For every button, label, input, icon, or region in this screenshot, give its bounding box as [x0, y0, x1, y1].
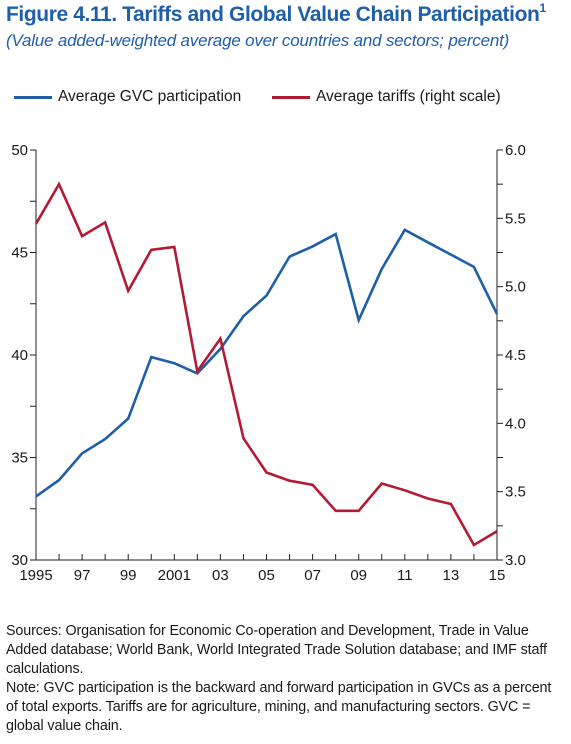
- left-axis-tick-label: 40: [11, 347, 28, 364]
- left-axis-tick-label: 30: [11, 552, 28, 569]
- legend-swatch-tariffs: [272, 95, 310, 99]
- chart-notes: Sources: Organisation for Economic Co-op…: [6, 622, 566, 736]
- legend-label-gvc: Average GVC participation: [58, 88, 242, 105]
- x-axis-tick-label: 03: [212, 567, 229, 584]
- legend-item-tariffs: Average tariffs (right scale): [272, 88, 501, 106]
- right-axis-tick-label: 3.5: [505, 484, 526, 501]
- legend-label-tariffs: Average tariffs (right scale): [316, 88, 501, 105]
- x-axis-tick-label: 99: [120, 567, 137, 584]
- right-axis-tick-label: 3.0: [505, 552, 526, 569]
- series-line-tariffs: [34, 181, 498, 547]
- x-axis-tick-label: 97: [74, 567, 91, 584]
- left-axis-tick-label: 35: [11, 450, 28, 467]
- figure-subtitle: (Value added-weighted average over count…: [6, 31, 510, 50]
- right-axis-tick-label: 5.0: [505, 279, 526, 296]
- figure-title: Figure 4.11. Tariffs and Global Value Ch…: [6, 1, 546, 27]
- x-axis-tick-label: 05: [258, 567, 275, 584]
- sources-text: Sources: Organisation for Economic Co-op…: [6, 623, 547, 677]
- series-line-gvc: [35, 228, 499, 498]
- chart-legend: Average GVC participation Average tariff…: [0, 88, 571, 112]
- x-axis-tick-label: 1995: [19, 567, 52, 584]
- x-axis-tick-label: 07: [304, 567, 321, 584]
- left-axis-tick-label: 45: [11, 245, 28, 262]
- line-chart: 30 35 40 45 50 3.0 3.5 4.0 4.5 5.0 5.5 6.0 1995 97 99 2…: [11, 142, 526, 584]
- x-axis-tick-label: 09: [350, 567, 367, 584]
- figure-title-text: Figure 4.11. Tariffs and Global Value Ch…: [6, 3, 540, 26]
- x-axis-tick-label: 15: [489, 567, 506, 584]
- right-axis-tick-label: 4.5: [505, 347, 526, 364]
- footnote-mark: 1: [539, 1, 546, 15]
- x-axis-tick-label: 2001: [158, 567, 191, 584]
- legend-item-gvc: Average GVC participation: [14, 88, 241, 106]
- right-axis-tick-label: 5.5: [505, 210, 526, 227]
- left-axis-tick-label: 50: [11, 142, 28, 159]
- legend-swatch-gvc: [14, 95, 52, 99]
- right-axis-tick-label: 6.0: [505, 142, 526, 159]
- note-text: Note: GVC participation is the backward …: [6, 680, 552, 734]
- right-axis-tick-label: 4.0: [505, 415, 526, 432]
- x-axis-tick-label: 11: [397, 567, 413, 584]
- x-axis-tick-label: 13: [443, 567, 460, 584]
